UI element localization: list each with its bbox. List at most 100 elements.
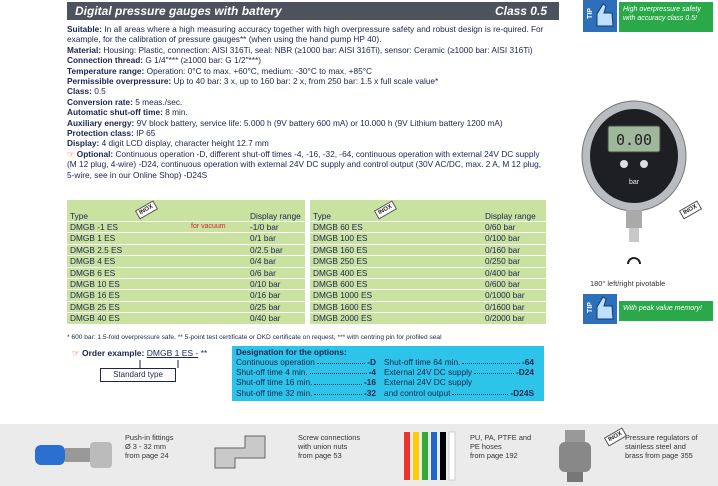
header-row: Type Display range xyxy=(67,200,305,222)
order-suffix: ** xyxy=(200,348,208,358)
option-code: -D24 xyxy=(516,367,534,378)
type-cell: DMGB 100 ES xyxy=(310,232,482,245)
option-row: External 24V DC supply xyxy=(384,377,534,387)
header-cell: Display range xyxy=(247,200,305,222)
option-code: -4 xyxy=(368,367,376,378)
type-cell: DMGB 400 ES xyxy=(310,267,482,280)
table-right: Type Display range DMGB 60 ES 0/60 bar DMGB … xyxy=(310,200,546,325)
table-row: DMGB 4 ES 0/4 bar xyxy=(67,255,305,268)
spec-text: 5 meas./sec. xyxy=(135,96,183,107)
spec-label: Material: xyxy=(67,44,102,55)
type-cell: DMGB 6 ES xyxy=(67,267,247,280)
inox-badge: INOX xyxy=(603,427,627,447)
spec-text: 8 min. xyxy=(165,107,188,118)
option-text: Shut-off time 4 min. xyxy=(236,367,308,378)
table-row: DMGB 100 ES 0/100 bar xyxy=(310,232,546,245)
type-cell: DMGB 160 ES xyxy=(310,244,482,257)
spec-label: Conversion rate: xyxy=(67,96,133,107)
option-text: Shut-off time 64 min. xyxy=(384,357,461,367)
type-cell: DMGB 1000 ES xyxy=(310,289,482,302)
range-cell: 0/1 bar xyxy=(247,232,305,245)
caption-line: from page 192 xyxy=(470,450,518,460)
option-code: -D24S xyxy=(510,387,534,398)
range-cell: 0/4 bar xyxy=(247,255,305,268)
spec-text: 0.5 xyxy=(94,86,106,97)
gauge-table: Type Display range DMGB -1 ES for vacuum -1/… xyxy=(67,200,305,325)
table-row: DMGB 160 ES 0/160 bar xyxy=(310,244,546,257)
spec-line: Conversion rate: 5 meas./sec. xyxy=(67,97,547,107)
table-row: DMGB 2.5 ES 0/2.5 bar xyxy=(67,244,305,257)
option-row: Shut-off time 32 min. -32 xyxy=(236,388,376,398)
caption-line: brass from page 355 xyxy=(625,450,693,460)
range-cell: 0/25 bar xyxy=(247,301,305,314)
specs: Suitable: In all areas where a high meas… xyxy=(67,24,547,180)
table-row: DMGB 600 ES 0/600 bar xyxy=(310,278,546,291)
caption-line: Pressure regulators of xyxy=(625,433,698,442)
range-cell: 0/60 bar xyxy=(482,221,546,234)
order-example: ☞ Order example: DMGB 1 ES - ** xyxy=(72,348,208,358)
header-cell: Display range xyxy=(482,200,546,222)
gauge-caption: 180° left/right pivotable xyxy=(590,279,666,288)
leader xyxy=(474,367,515,375)
option-text: and control output xyxy=(384,387,451,398)
option-code: -D xyxy=(367,357,376,367)
spec-text: 9V block battery, service life: 5.000 h … xyxy=(136,117,503,128)
header-cell: Type xyxy=(310,200,482,222)
option-row: Shut-off time 64 min. -64 xyxy=(384,357,534,367)
order-code: DMGB 1 ES - xyxy=(146,348,199,358)
product-strip: Push-in fittings Ø 3 - 32 mm from page 24 S… xyxy=(0,424,718,486)
spec-text: Operation: 0°C to max. +60°C, medium: -3… xyxy=(146,65,373,76)
option-row: Continuous operation -D xyxy=(236,357,376,367)
table-left: Type Display range DMGB -1 ES for vacuum -1/… xyxy=(67,200,305,325)
table-row: DMGB 2000 ES 0/2000 bar xyxy=(310,312,546,325)
table-row: DMGB 40 ES 0/40 bar xyxy=(67,312,305,325)
range-cell: 0/6 bar xyxy=(247,267,305,280)
spec-text: Up to 40 bar: 3 x, up to 160 bar: 2 x, f… xyxy=(173,76,439,87)
table-row: DMGB 60 ES 0/60 bar xyxy=(310,221,546,234)
table-row: DMGB 1 ES 0/1 bar xyxy=(67,232,305,245)
connector xyxy=(139,360,179,368)
type-cell: DMGB 2.5 ES xyxy=(67,244,247,257)
type-cell: DMGB 250 ES xyxy=(310,255,482,268)
spec-label: Temperature range: xyxy=(67,65,145,76)
caption-line: PE hoses xyxy=(470,441,502,451)
product-caption: Push-in fittings Ø 3 - 32 mm from page 24 xyxy=(125,433,174,460)
table-row: DMGB 1600 ES 0/1600 bar xyxy=(310,301,546,314)
leader xyxy=(316,357,366,365)
product-image xyxy=(35,442,112,468)
option-code: -64 xyxy=(522,357,534,367)
spec-line: Class: 0.5 xyxy=(67,86,547,96)
spec-label: Permissible overpressure: xyxy=(67,76,172,87)
option-row: and control output -D24S xyxy=(384,388,534,398)
option-code: -32 xyxy=(364,387,376,398)
spec-text: In all areas where a high measuring accu… xyxy=(67,24,544,45)
option-text: External 24V DC supply xyxy=(384,377,473,388)
order-label: Order example: xyxy=(82,348,145,358)
option-row: Shut-off time 4 min. -4 xyxy=(236,367,376,377)
spec-line: Temperature range: Operation: 0°C to max… xyxy=(67,66,547,76)
caption-line: Ø 3 - 32 mm xyxy=(125,441,167,451)
spec-line: Protection class: IP 65 xyxy=(67,128,547,138)
range-cell: 0/1000 bar xyxy=(482,289,546,302)
standard-type: Standard type xyxy=(100,368,176,382)
range-cell: -1/0 bar xyxy=(247,221,305,234)
type-cell: DMGB -1 ES for vacuum xyxy=(67,221,247,234)
table-row: DMGB -1 ES for vacuum -1/0 bar xyxy=(67,221,305,234)
type-cell: DMGB 40 ES xyxy=(67,312,247,325)
spec-line: Display: 4 digit LCD display, character … xyxy=(67,138,547,148)
range-cell: 0/16 bar xyxy=(247,289,305,302)
type-cell: DMGB 16 ES xyxy=(67,289,247,302)
caption-line: Push-in fittings xyxy=(125,433,174,442)
leader xyxy=(452,388,509,395)
gauge-image: 0.00 bar xyxy=(581,100,687,265)
spec-label: Auxiliary energy: xyxy=(67,117,135,128)
spec-text: IP 65 xyxy=(136,128,156,139)
spec-line: Suitable: In all areas where a high meas… xyxy=(67,24,547,45)
footnote: * 600 bar: 1.5-fold overpressure safe, *… xyxy=(67,334,442,341)
spec-line: Material: Housing: Plastic, connection: … xyxy=(67,45,547,55)
option-row: Shut-off time 16 min. -16 xyxy=(236,377,376,387)
tip-icon: TIP xyxy=(583,294,617,324)
option-text: Shut-off time 32 min. xyxy=(236,387,313,398)
tip-icon: TIP xyxy=(583,0,617,32)
